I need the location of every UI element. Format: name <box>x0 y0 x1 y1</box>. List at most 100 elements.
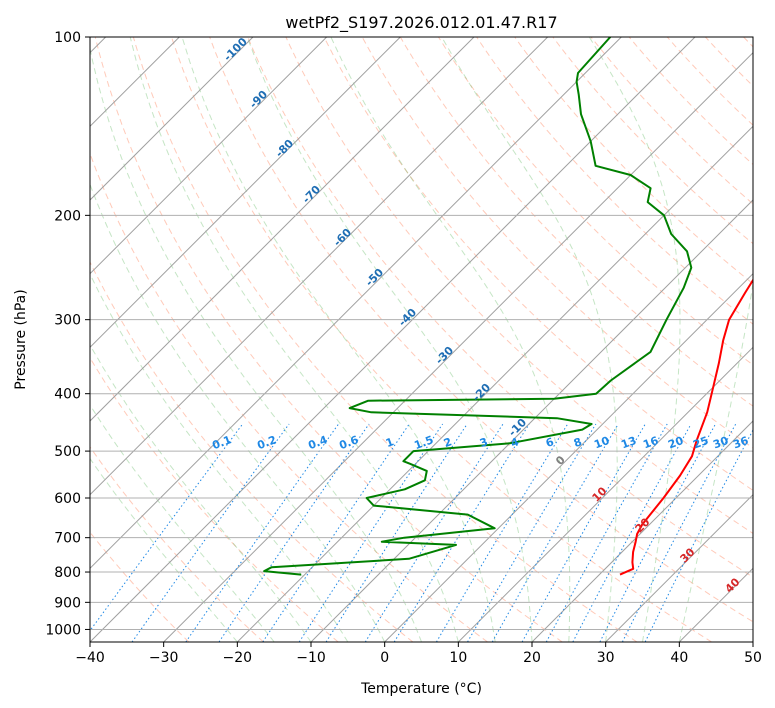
isotherm-label: -90 <box>247 88 270 111</box>
x-axis-title: Temperature (°C) <box>360 681 482 697</box>
x-tick-label: −40 <box>75 650 105 666</box>
dry-adiabat <box>90 260 414 642</box>
dry-adiabat <box>590 37 753 205</box>
mixing-ratio-line <box>521 423 646 642</box>
dry-adiabat <box>90 446 264 642</box>
moist-adiabat <box>90 404 275 642</box>
isotherm-label: 40 <box>723 575 743 595</box>
isotherm-line <box>236 125 753 642</box>
dry-adiabat <box>171 37 712 642</box>
moist-adiabat <box>90 182 386 642</box>
x-tick-label: −30 <box>149 650 179 666</box>
isotherm-line <box>752 641 753 642</box>
mixing-ratio-line <box>599 423 716 642</box>
y-tick-label: 800 <box>54 565 81 581</box>
isotherm-line <box>90 37 696 642</box>
plot-frame <box>89 36 754 643</box>
isotherm-line <box>90 37 401 349</box>
mixing-ratio-label: 0.4 <box>306 433 329 452</box>
isotherm-label: -10 <box>506 416 529 439</box>
isotherm-line <box>605 493 753 642</box>
x-tick-label: −20 <box>223 650 253 666</box>
mixing-ratio-label: 4 <box>509 435 521 450</box>
dry-adiabat <box>90 152 488 642</box>
mixing-ratio-line <box>218 423 370 642</box>
mixing-ratio-line <box>185 423 340 642</box>
x-tick-label: 20 <box>523 650 541 666</box>
mixing-ratio-line <box>262 423 410 642</box>
dry-adiabat <box>90 356 339 642</box>
dry-adiabat <box>399 37 753 407</box>
mixing-ratio-label: 0.1 <box>210 433 233 452</box>
mixing-ratio-line <box>644 428 753 642</box>
moist-adiabat <box>678 280 753 642</box>
mixing-ratio-label: 25 <box>691 434 710 451</box>
dewpoint-profile-line <box>263 37 693 576</box>
isotherm-label: 10 <box>590 484 610 504</box>
x-tick-label: 40 <box>670 650 688 666</box>
isotherm-line <box>457 346 753 642</box>
mixing-ratio-line <box>572 423 692 642</box>
dry-adiabat <box>704 37 753 87</box>
moist-adiabat <box>246 37 533 642</box>
x-tick-label: 30 <box>597 650 615 666</box>
mixing-ratio-label: 36 <box>731 434 750 452</box>
mixing-ratio-label: 20 <box>666 434 685 452</box>
dry-adiabat <box>361 37 753 449</box>
isotherm-line <box>163 51 753 642</box>
mixing-ratio-line <box>298 423 444 642</box>
y-tick-label: 700 <box>54 531 81 547</box>
moist-adiabat <box>90 46 422 642</box>
isotherm-line <box>90 37 549 496</box>
mixing-ratio-label: 0.6 <box>337 433 360 452</box>
mixing-ratio-label: 6 <box>544 435 556 450</box>
isotherm-line <box>531 420 753 642</box>
dry-adiabat <box>285 37 753 535</box>
mixing-ratio-label: 2 <box>442 435 454 450</box>
mixing-ratio-label: 8 <box>572 435 584 450</box>
x-tick-label: 50 <box>744 650 762 666</box>
mixing-ratio-line <box>621 423 737 642</box>
dry-adiabat <box>476 37 753 325</box>
isotherm-line <box>384 272 753 642</box>
moist-adiabat <box>330 37 571 642</box>
isotherm-label: -100 <box>221 35 250 64</box>
isotherm-line <box>90 37 254 201</box>
mixing-ratio-line <box>131 423 290 642</box>
y-tick-label: 900 <box>54 595 81 611</box>
isotherm-line <box>90 37 328 275</box>
y-tick-label: 1000 <box>45 622 81 638</box>
isotherm-label: 20 <box>633 515 653 535</box>
dry-adiabat <box>628 37 753 166</box>
dry-adiabat <box>247 37 753 578</box>
mixing-ratio-label: 0.2 <box>255 433 278 452</box>
mixing-ratio-label: 13 <box>619 434 638 451</box>
y-tick-label: 100 <box>54 30 81 46</box>
dry-adiabat <box>514 37 753 285</box>
isotherm-line <box>90 37 475 422</box>
mixing-ratio-line <box>545 423 668 642</box>
mixing-ratio-label: 3 <box>478 435 490 450</box>
isotherm-label: -40 <box>396 306 419 329</box>
moist-adiabat <box>90 343 312 642</box>
x-tick-label: −10 <box>296 650 326 666</box>
isotherm-label: 30 <box>678 545 698 565</box>
isotherm-label: -60 <box>331 226 354 249</box>
y-tick-label: 300 <box>54 313 81 329</box>
mixing-ratio-line <box>90 423 244 632</box>
dry-adiabat <box>132 37 638 642</box>
x-tick-label: 0 <box>380 650 389 666</box>
y-tick-label: 600 <box>54 491 81 507</box>
y-axis-title: Pressure (hPa) <box>13 289 29 389</box>
mixing-ratio-label: 30 <box>711 434 730 452</box>
dry-adiabat <box>743 37 753 48</box>
isotherm-label: -50 <box>363 266 386 289</box>
y-tick-label: 400 <box>54 387 81 403</box>
plot-area: -100-90-80-70-60-50-40-30-20-10010203040… <box>90 35 753 642</box>
temperature-profile-line <box>619 278 753 576</box>
mixing-ratio-line <box>435 423 569 642</box>
isotherm-line <box>90 37 622 570</box>
mixing-ratio-label: 1.5 <box>412 433 435 452</box>
moist-adiabat <box>90 272 349 642</box>
